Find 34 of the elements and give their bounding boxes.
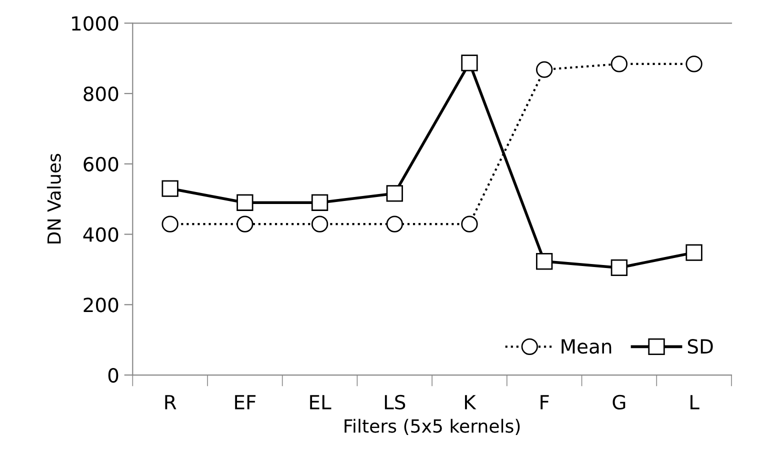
point	[311, 194, 328, 211]
point	[610, 56, 628, 72]
point	[536, 253, 553, 270]
point	[162, 180, 178, 197]
y-tick-label: 1000	[72, 16, 118, 31]
point	[386, 185, 403, 202]
x-tick-label: K	[465, 395, 476, 410]
y-axis-title: DN Values	[46, 154, 61, 244]
y-tick-label: 800	[84, 86, 118, 102]
x-tick-label: G	[612, 394, 626, 410]
y-tick-label: 400	[83, 227, 118, 242]
legend-label: Mean	[562, 339, 612, 354]
point	[386, 216, 403, 232]
x-tick-label: L	[690, 395, 700, 410]
y-tick-label: 200	[84, 298, 118, 312]
point	[311, 216, 328, 232]
point	[236, 216, 254, 232]
point	[461, 54, 478, 72]
point	[610, 259, 628, 276]
point	[686, 56, 702, 72]
point	[686, 244, 702, 261]
y-tick-label: 0	[108, 368, 118, 383]
point	[461, 216, 478, 232]
x-tick-label: R	[165, 395, 176, 410]
point	[236, 194, 254, 211]
x-tick-label: EF	[235, 395, 256, 410]
point	[162, 216, 178, 232]
x-tick-label: LS	[384, 394, 406, 410]
x-tick-label: F	[540, 395, 549, 410]
x-tick-label: EL	[310, 395, 332, 410]
y-tick-label: 600	[84, 156, 118, 172]
legend-label: SD	[688, 339, 713, 354]
point	[536, 61, 553, 78]
x-axis-title: Filters (5x5 kernels)	[344, 418, 520, 435]
